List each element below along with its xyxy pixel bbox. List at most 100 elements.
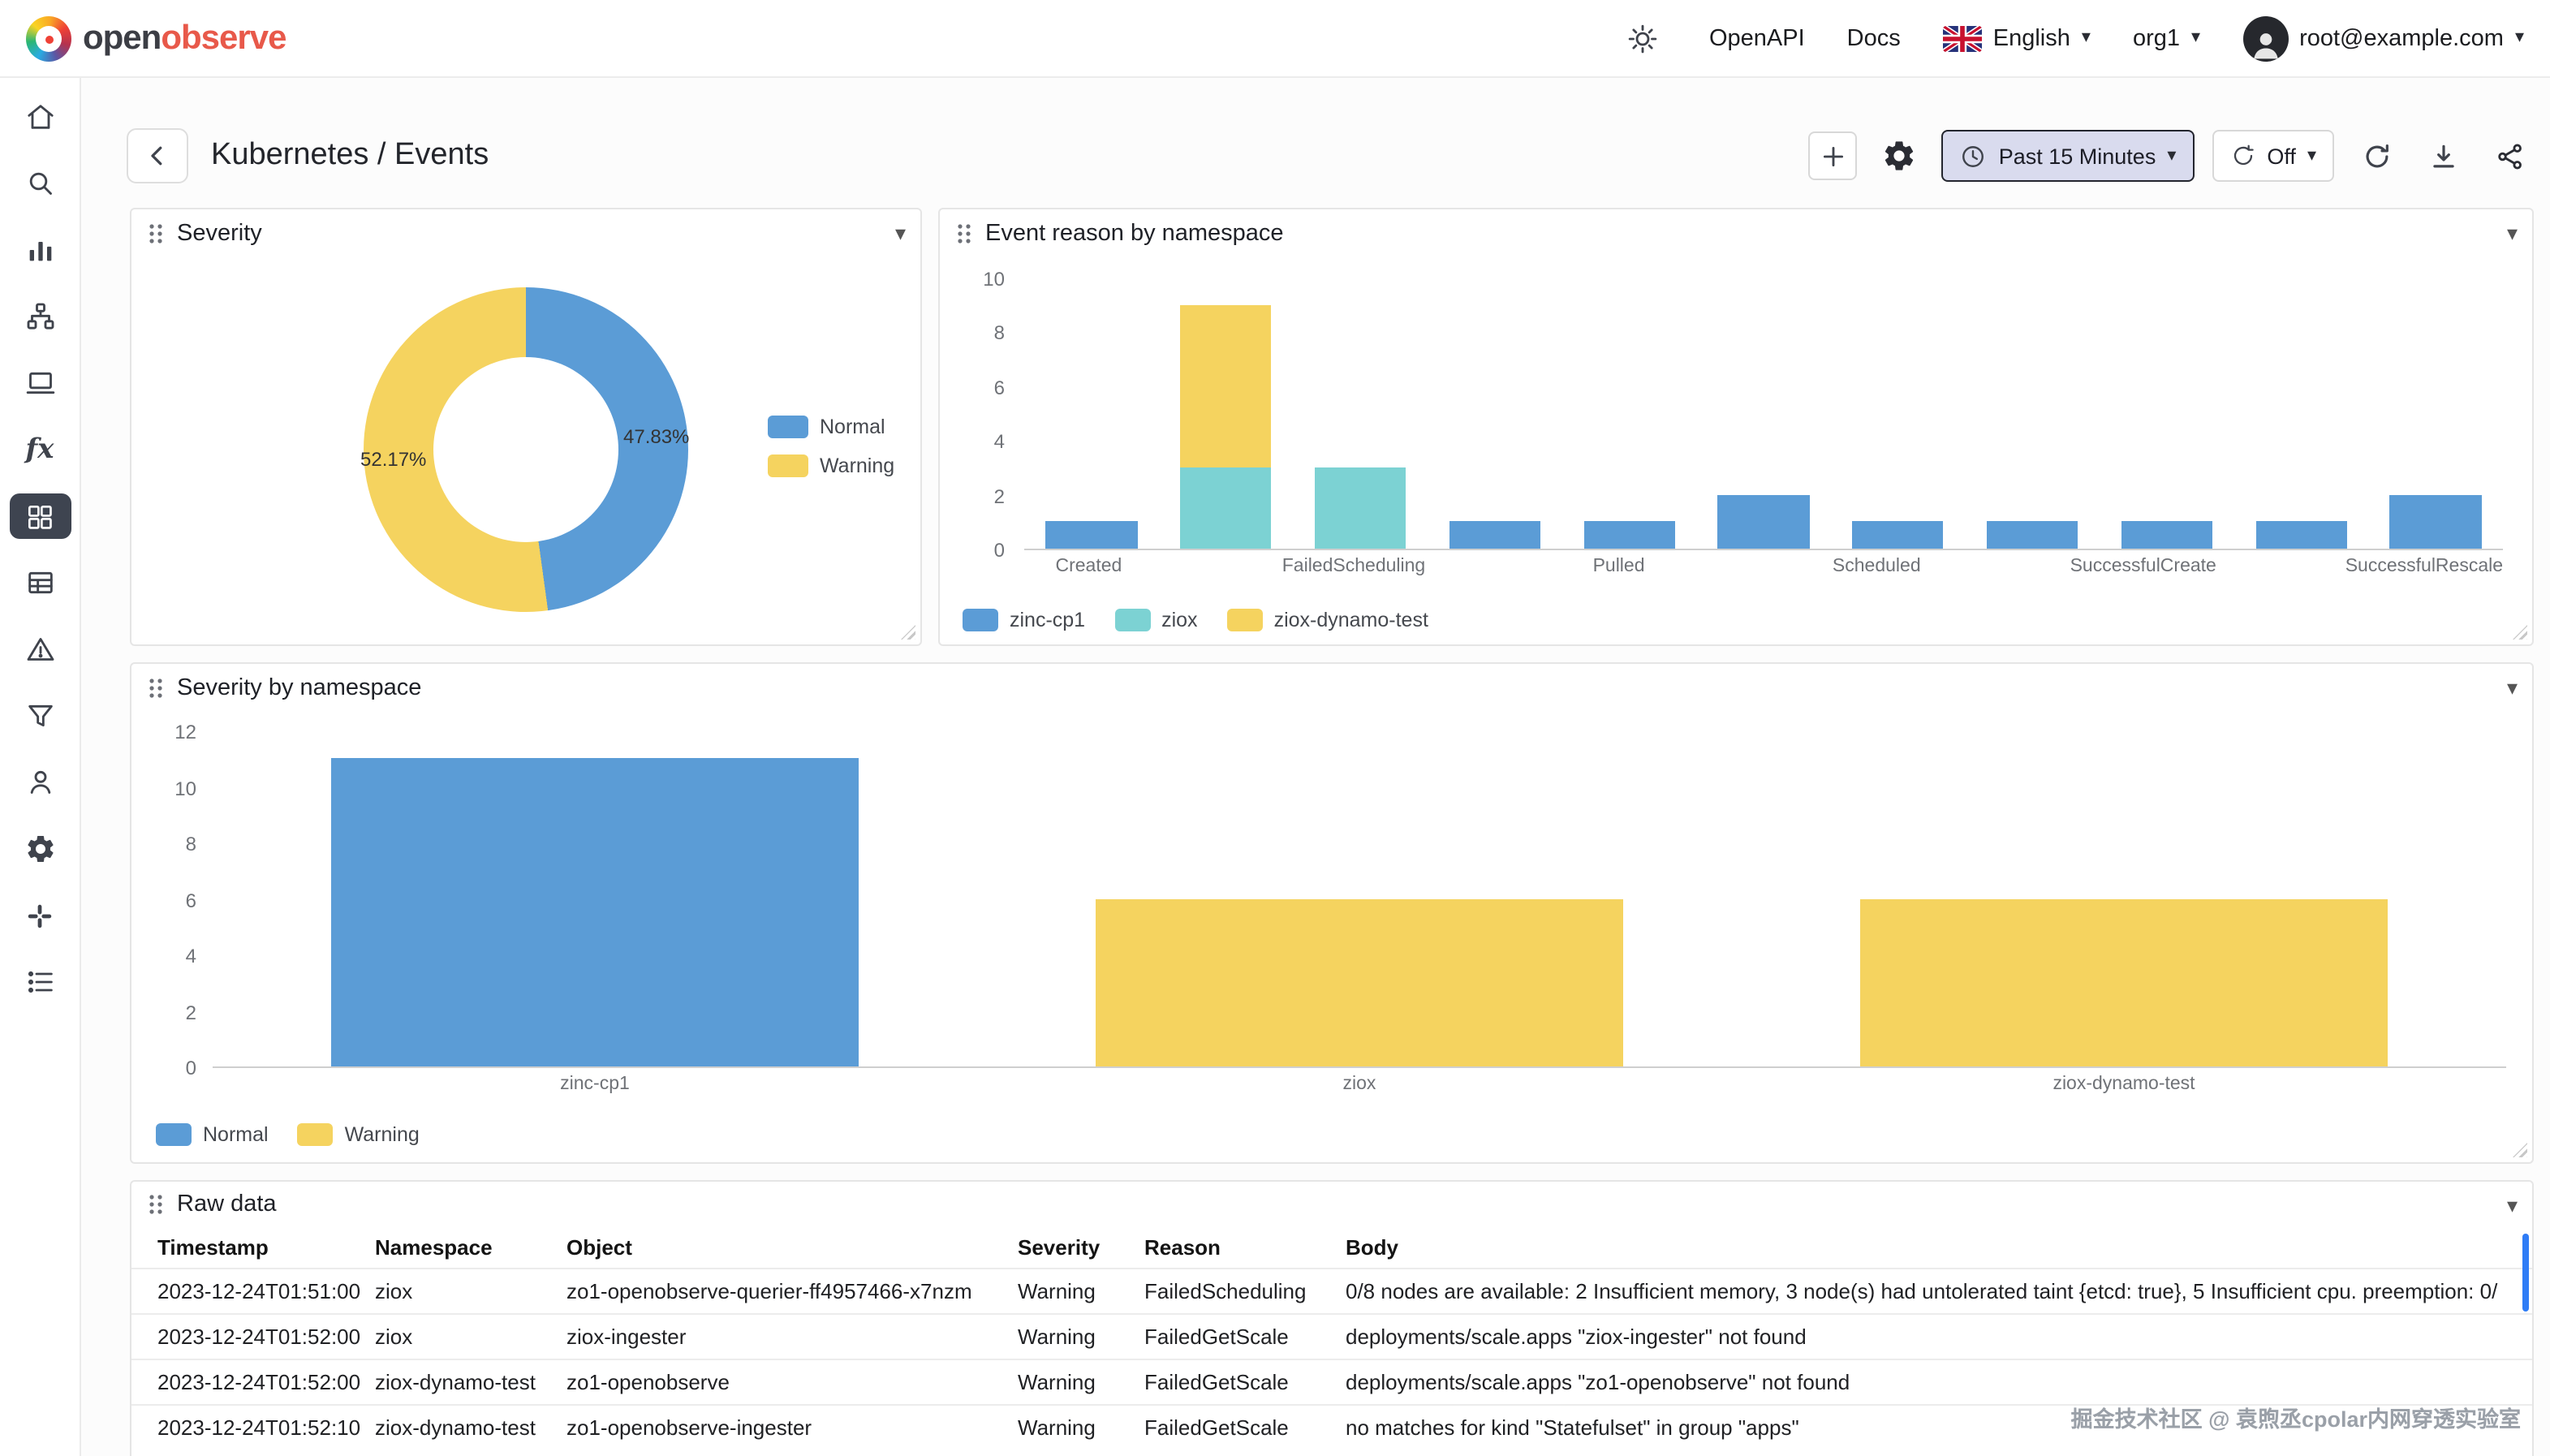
share-button[interactable] <box>2485 131 2534 180</box>
drag-handle-icon[interactable] <box>148 222 164 245</box>
x-tick-label <box>1425 557 1554 576</box>
refresh-button[interactable] <box>2352 131 2401 180</box>
bar-segment-ziox[interactable] <box>1314 467 1406 549</box>
sidebar-item-metrics[interactable] <box>9 227 71 273</box>
bar[interactable] <box>1986 521 2078 549</box>
sidebar-item-filters[interactable] <box>9 693 71 739</box>
bar[interactable] <box>2389 494 2482 549</box>
user-menu[interactable]: root@example.com ▾ <box>2242 15 2524 61</box>
bar-segment-zinc-cp1[interactable] <box>1045 521 1138 549</box>
legend-swatch <box>1114 609 1151 631</box>
bar[interactable] <box>1045 521 1138 549</box>
column-header[interactable]: Timestamp <box>157 1235 269 1260</box>
bar-segment-zinc-cp1[interactable] <box>1717 494 1810 549</box>
export-button[interactable] <box>2419 131 2467 180</box>
drag-handle-icon[interactable] <box>148 1193 164 1216</box>
panel-menu-icon[interactable]: ▾ <box>2506 675 2518 700</box>
table-cell: 2023-12-24T01:52:10 <box>131 1404 375 1450</box>
bar-segment-Warning[interactable] <box>1860 898 2388 1066</box>
column-header[interactable]: Object <box>566 1235 632 1260</box>
bar-segment-zinc-cp1[interactable] <box>2389 494 2482 549</box>
legend-item-zinc-cp1[interactable]: zinc-cp1 <box>963 609 1085 631</box>
bar-segment-Normal[interactable] <box>331 758 859 1066</box>
legend-item-warning[interactable]: Warning <box>297 1123 420 1146</box>
panel-resize-handle[interactable] <box>901 625 915 640</box>
add-panel-button[interactable] <box>1808 131 1858 180</box>
back-button[interactable] <box>127 128 188 183</box>
sidebar-item-dashboards[interactable] <box>9 493 71 539</box>
sidebar-item-home[interactable] <box>9 94 71 140</box>
panel-menu-icon[interactable]: ▾ <box>2506 221 2518 245</box>
openapi-link[interactable]: OpenAPI <box>1708 25 1805 51</box>
column-header[interactable]: Reason <box>1144 1235 1221 1260</box>
bar[interactable] <box>1096 898 1623 1066</box>
bar[interactable] <box>1583 521 1675 549</box>
panel-menu-icon[interactable]: ▾ <box>2506 1193 2518 1217</box>
event-reason-chart[interactable]: 0 2 4 6 8 10 Created FailedScheduling Pulled Sch… <box>940 268 2532 644</box>
sidebar-item-functions[interactable]: fx <box>9 427 71 472</box>
language-label: English <box>1992 25 2070 51</box>
bar[interactable] <box>2255 521 2347 549</box>
panel-title: Event reason by namespace <box>985 221 1284 247</box>
drag-handle-icon[interactable] <box>956 222 972 245</box>
bar[interactable] <box>331 758 859 1066</box>
bar-segment-zinc-cp1[interactable] <box>1449 521 1540 549</box>
gear-icon <box>1885 141 1914 170</box>
dashboard-settings-button[interactable] <box>1876 131 1924 180</box>
time-range-label: Past 15 Minutes <box>1998 144 2156 168</box>
docs-link[interactable]: Docs <box>1846 25 1901 51</box>
legend-item-warning[interactable]: Warning <box>768 454 894 477</box>
language-selector[interactable]: English ▾ <box>1942 25 2091 51</box>
bar-segment-ziox-dynamo-test[interactable] <box>1180 304 1272 467</box>
legend-label: Warning <box>820 454 895 477</box>
bar[interactable] <box>2121 521 2213 549</box>
legend-item-ziox[interactable]: ziox <box>1114 609 1198 631</box>
bar-segment-zinc-cp1[interactable] <box>1852 521 1944 549</box>
legend-item-ziox-dynamo-test[interactable]: ziox-dynamo-test <box>1226 609 1428 631</box>
bar-segment-ziox[interactable] <box>1180 467 1272 549</box>
bar[interactable] <box>1717 494 1810 549</box>
auto-refresh-selector[interactable]: Off ▾ <box>2212 130 2334 182</box>
sidebar-item-alerts[interactable] <box>9 627 71 672</box>
legend-item-normal[interactable]: Normal <box>768 416 885 438</box>
sidebar-item-rum[interactable] <box>9 360 71 406</box>
bar-segment-zinc-cp1[interactable] <box>1583 521 1675 549</box>
bar-segment-Warning[interactable] <box>1096 898 1623 1066</box>
bar[interactable] <box>1852 521 1944 549</box>
x-tick-label <box>1683 557 1812 576</box>
table-row[interactable]: 2023-12-24T01:52:10 ziox-dynamo-test zo1-o… <box>131 1404 2532 1450</box>
table-scrollbar-thumb[interactable] <box>2522 1234 2529 1312</box>
column-header[interactable]: Severity <box>1018 1235 1101 1260</box>
sidebar-item-settings[interactable] <box>9 826 71 872</box>
severity-donut-hole <box>433 357 618 542</box>
table-row[interactable]: 2023-12-24T01:52:00 ziox ziox-ingester Warn… <box>131 1313 2532 1359</box>
org-selector[interactable]: org1 ▾ <box>2133 25 2200 51</box>
drag-handle-icon[interactable] <box>148 677 164 700</box>
sidebar-item-traces[interactable] <box>9 294 71 339</box>
bar-segment-zinc-cp1[interactable] <box>2121 521 2213 549</box>
sidebar-item-slack[interactable] <box>9 893 71 938</box>
auto-refresh-label: Off <box>2267 144 2296 168</box>
bar-segment-zinc-cp1[interactable] <box>2255 521 2347 549</box>
chevron-down-icon: ▾ <box>2307 145 2316 165</box>
table-row[interactable]: 2023-12-24T01:51:00 ziox zo1-openobserve-q… <box>131 1268 2532 1314</box>
sidebar-item-logs[interactable] <box>9 161 71 206</box>
bar[interactable] <box>1449 521 1540 549</box>
bar[interactable] <box>1180 304 1272 549</box>
bar[interactable] <box>1860 898 2388 1066</box>
y-tick-label: 4 <box>185 945 196 967</box>
bar[interactable] <box>1314 467 1406 549</box>
sidebar-item-streams[interactable] <box>9 560 71 605</box>
severity-namespace-chart[interactable]: 0 2 4 6 8 10 12 zinc-cp1 ziox ziox-dynamo-test N… <box>131 721 2532 1162</box>
plus-icon <box>1823 145 1843 166</box>
sidebar-item-about[interactable] <box>9 959 71 1005</box>
time-range-selector[interactable]: Past 15 Minutes ▾ <box>1941 130 2195 182</box>
column-header[interactable]: Body <box>1346 1235 1398 1260</box>
sidebar-item-users[interactable] <box>9 760 71 805</box>
theme-toggle-sun-icon[interactable] <box>1618 14 1667 62</box>
legend-item-normal[interactable]: Normal <box>156 1123 269 1146</box>
column-header[interactable]: Namespace <box>375 1235 493 1260</box>
panel-menu-icon[interactable]: ▾ <box>894 221 906 245</box>
bar-segment-zinc-cp1[interactable] <box>1986 521 2078 549</box>
table-row[interactable]: 2023-12-24T01:52:00 ziox-dynamo-test zo1-o… <box>131 1359 2532 1405</box>
